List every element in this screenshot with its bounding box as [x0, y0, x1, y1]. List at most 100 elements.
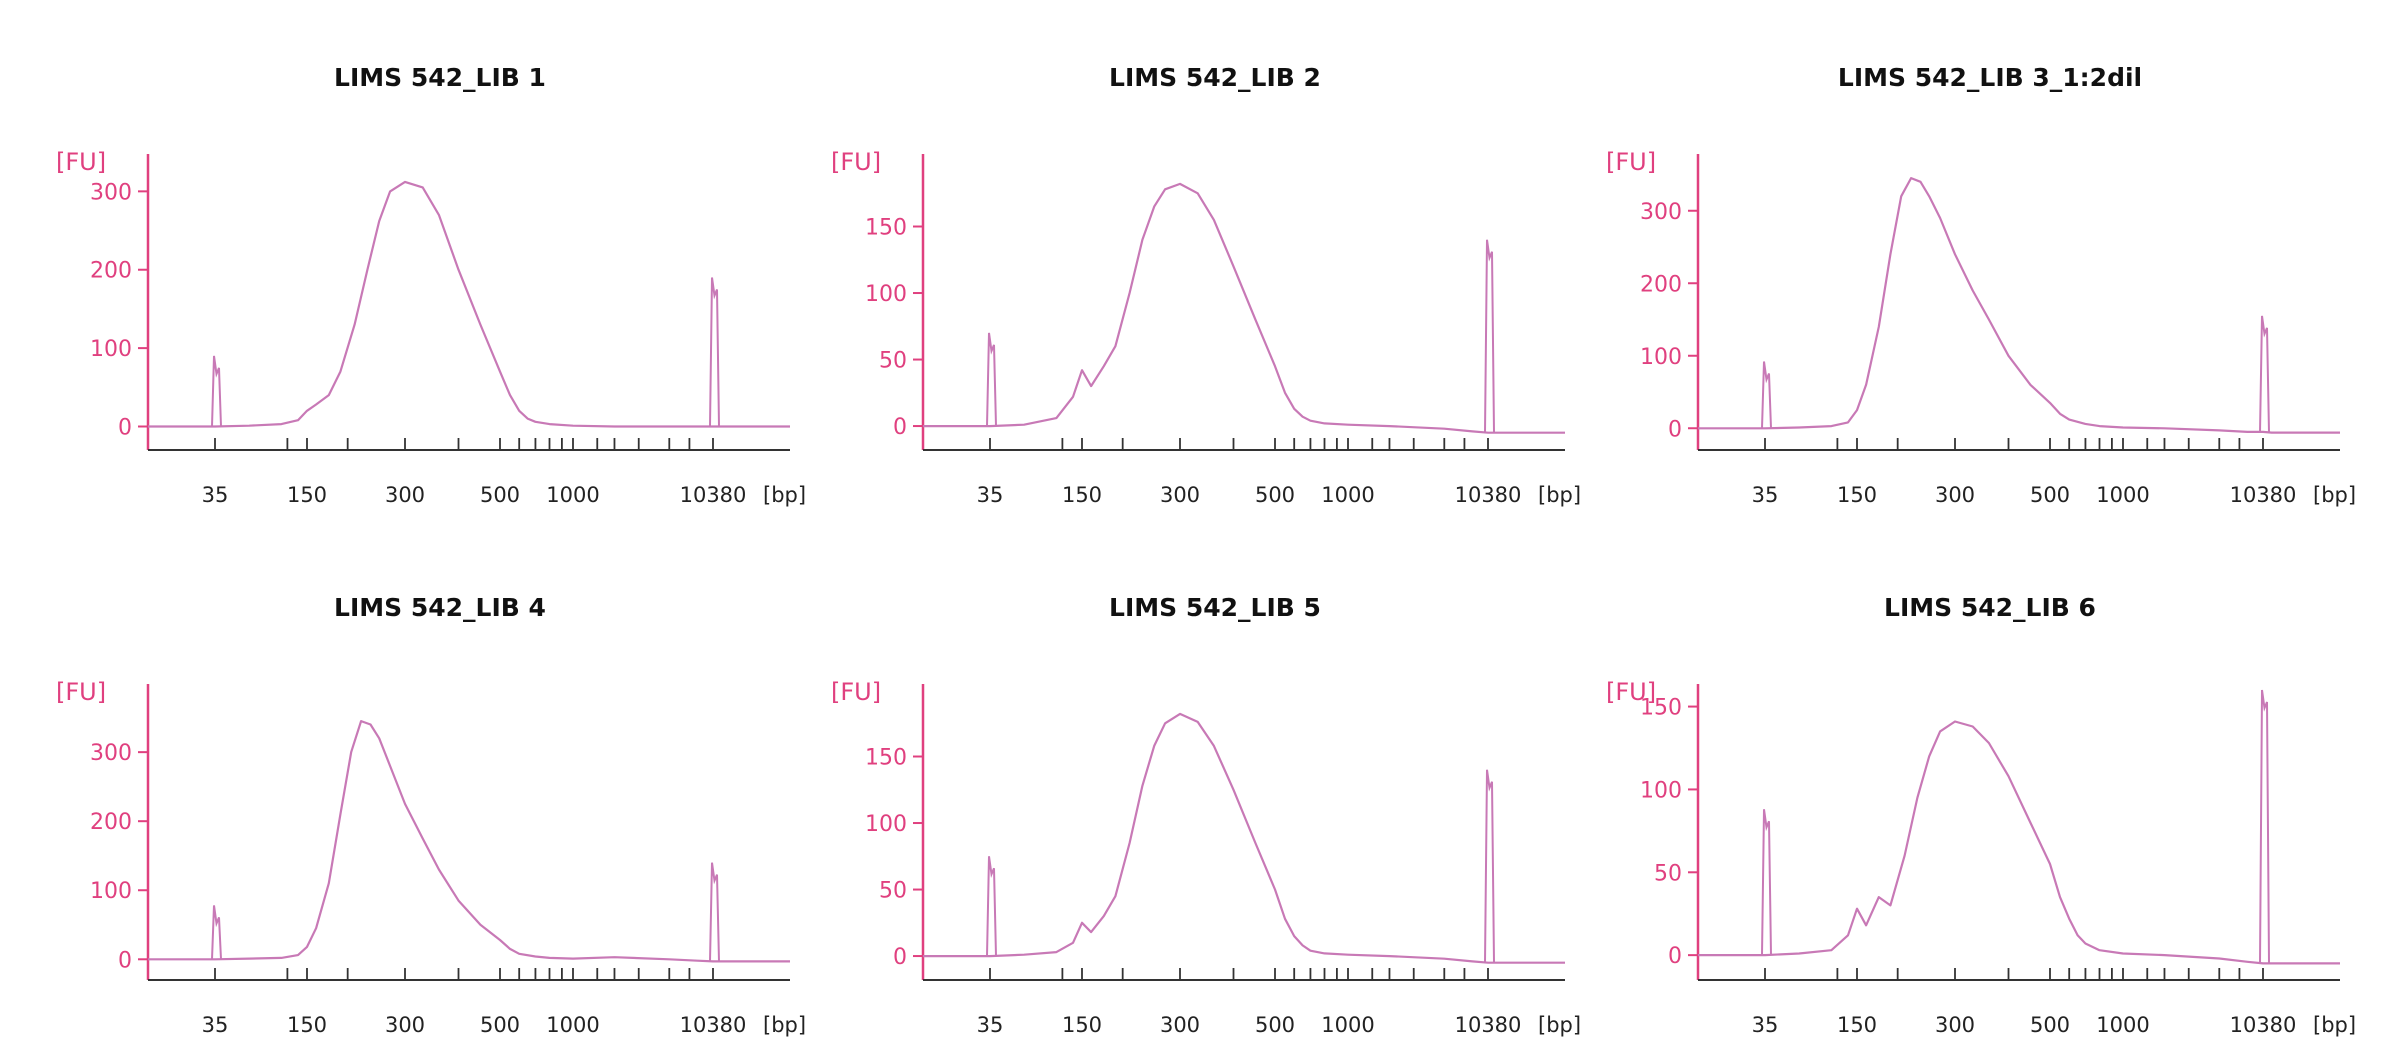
chart-title: LIMS 542_LIB 2: [1109, 63, 1321, 92]
chart-svg: LIMS 542_LIB 4 [FU] 0 100 200 300 35 150 300 500 1…: [56, 593, 806, 1037]
x-tick-label: 10380: [680, 1013, 747, 1037]
y-tick-label: 50: [1654, 861, 1682, 886]
chart-title: LIMS 542_LIB 5: [1109, 593, 1321, 622]
x-axis-unit: [bp]: [763, 483, 806, 507]
y-axis-label: [FU]: [1606, 678, 1656, 706]
x-tick-label: 10380: [1455, 1013, 1522, 1037]
x-axis-unit: [bp]: [1538, 483, 1581, 507]
x-tick-label: 35: [202, 1013, 229, 1037]
x-tick-label: 1000: [2096, 483, 2149, 507]
y-tick-label: 200: [90, 259, 132, 284]
x-axis-unit: [bp]: [763, 1013, 806, 1037]
y-axis-label: [FU]: [56, 148, 106, 176]
x-tick-label: 1000: [546, 1013, 599, 1037]
y-tick-label: 0: [893, 945, 907, 970]
y-tick-label: 100: [90, 879, 132, 904]
y-tick-label: 300: [90, 180, 132, 205]
chart-title: LIMS 542_LIB 3_1:2dil: [1838, 63, 2142, 92]
x-tick-label: 500: [480, 483, 520, 507]
x-tick-label: 35: [977, 1013, 1004, 1037]
y-tick-label: 0: [1668, 417, 1682, 442]
marker-peak: [709, 277, 720, 427]
x-axis-unit: [bp]: [1538, 1013, 1581, 1037]
x-tick-label: 1000: [1321, 1013, 1374, 1037]
trace-line: [1698, 177, 2340, 434]
x-tick-label: 300: [1160, 483, 1200, 507]
chart-svg: LIMS 542_LIB 5 [FU] 0 50 100 150 35 150 300 500 10…: [831, 593, 1581, 1037]
x-tick-label: 500: [1255, 1013, 1295, 1037]
marker-peak: [986, 856, 997, 957]
y-tick-label: 150: [1640, 696, 1682, 721]
x-tick-label: 500: [1255, 483, 1295, 507]
x-tick-label: 10380: [2230, 483, 2297, 507]
marker-peak: [1761, 361, 1772, 429]
chart-panel-5: LIMS 542_LIB 5 [FU] 0 50 100 150 35 150 300 500 10…: [775, 530, 1581, 1037]
trace-line: [923, 182, 1565, 434]
y-tick-label: 0: [1668, 944, 1682, 969]
y-tick-label: 150: [865, 216, 907, 241]
marker-peak: [2259, 689, 2270, 964]
x-tick-label: 150: [1062, 1013, 1102, 1037]
x-tick-label: 500: [480, 1013, 520, 1037]
marker-peak: [709, 862, 720, 962]
trace-line: [148, 180, 790, 428]
y-tick-label: 300: [1640, 200, 1682, 225]
marker-peak: [1484, 769, 1495, 963]
x-axis-unit: [bp]: [2313, 1013, 2356, 1037]
chart-svg: LIMS 542_LIB 1 [FU] 0 100 200 300 35 150 300 500 1…: [56, 63, 806, 507]
x-tick-label: 35: [1752, 483, 1779, 507]
chart-panel-3: LIMS 542_LIB 3_1:2dil [FU] 0 100 200 300 35 150…: [1550, 0, 2356, 507]
y-axis-label: [FU]: [1606, 148, 1656, 176]
x-tick-label: 150: [287, 1013, 327, 1037]
y-axis-label: [FU]: [831, 678, 881, 706]
marker-peak: [1484, 239, 1495, 433]
x-tick-label: 150: [1837, 483, 1877, 507]
marker-peak: [211, 355, 222, 427]
y-tick-label: 200: [1640, 272, 1682, 297]
y-tick-label: 150: [865, 746, 907, 771]
x-tick-label: 300: [1935, 1013, 1975, 1037]
y-tick-label: 0: [118, 948, 132, 973]
y-tick-label: 100: [1640, 778, 1682, 803]
y-tick-label: 50: [879, 349, 907, 374]
y-tick-label: 200: [90, 810, 132, 835]
trace-line: [1698, 720, 2340, 965]
y-tick-label: 0: [893, 415, 907, 440]
x-tick-label: 1000: [2096, 1013, 2149, 1037]
x-tick-label: 300: [385, 483, 425, 507]
marker-peak: [986, 332, 997, 427]
chart-title: LIMS 542_LIB 4: [334, 593, 546, 622]
x-tick-label: 300: [385, 1013, 425, 1037]
y-axis-label: [FU]: [56, 678, 106, 706]
y-tick-label: 0: [118, 415, 132, 440]
x-tick-label: 1000: [546, 483, 599, 507]
x-tick-label: 150: [287, 483, 327, 507]
x-tick-label: 300: [1160, 1013, 1200, 1037]
y-axis-label: [FU]: [831, 148, 881, 176]
chart-panel-4: LIMS 542_LIB 4 [FU] 0 100 200 300 35 150 300 500 1…: [0, 530, 806, 1037]
chart-title: LIMS 542_LIB 6: [1884, 593, 2096, 622]
x-tick-label: 35: [977, 483, 1004, 507]
chart-panel-6: LIMS 542_LIB 6 [FU] 0 50 100 150 35 150 300 500 10…: [1550, 530, 2356, 1037]
x-tick-label: 500: [2030, 483, 2070, 507]
marker-peak: [211, 905, 222, 960]
x-tick-label: 35: [202, 483, 229, 507]
chart-panel-1: LIMS 542_LIB 1 [FU] 0 100 200 300 35 150 300 500 1…: [0, 0, 806, 507]
chart-svg: LIMS 542_LIB 3_1:2dil [FU] 0 100 200 300 35 150…: [1606, 63, 2356, 507]
chart-svg: LIMS 542_LIB 2 [FU] 0 50 100 150 35 150 300 500 10…: [831, 63, 1581, 507]
y-tick-label: 100: [865, 282, 907, 307]
y-tick-label: 50: [879, 879, 907, 904]
y-tick-label: 100: [1640, 345, 1682, 370]
x-tick-label: 150: [1837, 1013, 1877, 1037]
x-tick-label: 10380: [1455, 483, 1522, 507]
trace-line: [923, 712, 1565, 964]
x-tick-label: 35: [1752, 1013, 1779, 1037]
chart-panel-2: LIMS 542_LIB 2 [FU] 0 50 100 150 35 150 300 500 10…: [775, 0, 1581, 507]
y-tick-label: 300: [90, 741, 132, 766]
x-tick-label: 1000: [1321, 483, 1374, 507]
chart-title: LIMS 542_LIB 1: [334, 63, 546, 92]
marker-peak: [2259, 315, 2270, 433]
x-tick-label: 10380: [2230, 1013, 2297, 1037]
x-tick-label: 500: [2030, 1013, 2070, 1037]
